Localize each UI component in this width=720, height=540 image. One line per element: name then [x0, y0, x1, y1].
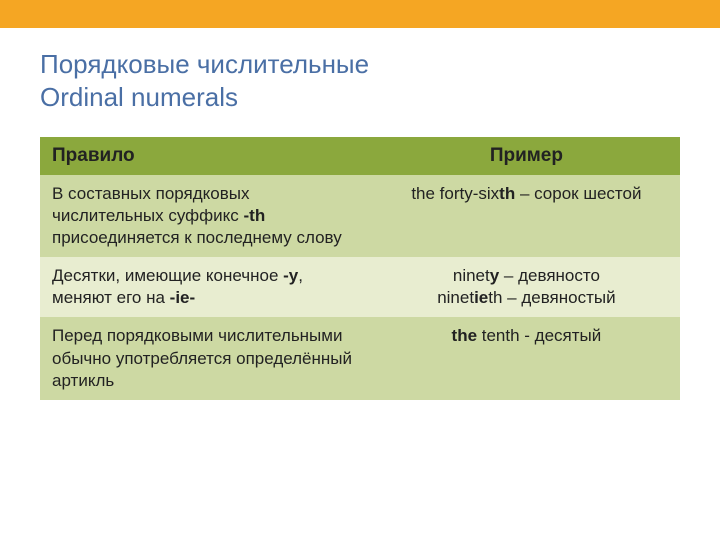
example-text-bold: y	[490, 266, 499, 285]
title-area: Порядковые числительные Ordinal numerals	[0, 28, 720, 137]
rule-cell: В составных порядковых числительных суфф…	[40, 175, 373, 257]
example-text-bold: th	[499, 184, 515, 203]
rule-text-bold: -th	[244, 206, 266, 225]
col-header-rule: Правило	[40, 137, 373, 175]
example-text-post: – сорок шестой	[515, 184, 641, 203]
rule-text-post: присоединяется к последнему слову	[52, 228, 342, 247]
rule-text-pre: Перед порядковыми числительными обычно у…	[52, 326, 352, 389]
col-header-example: Пример	[373, 137, 680, 175]
table-header-row: Правило Пример	[40, 137, 680, 175]
rules-table: Правило Пример В составных порядковых чи…	[40, 137, 680, 400]
slide-top-bar	[0, 0, 720, 28]
rule-text-pre: Десятки, имеющие конечное	[52, 266, 283, 285]
rule-text-pre: В составных порядковых числительных суфф…	[52, 184, 250, 225]
example-text-bold: the	[452, 326, 478, 345]
rule-cell: Перед порядковыми числительными обычно у…	[40, 317, 373, 399]
rule-text-bold2: -ie-	[170, 288, 196, 307]
title-line-2: Ordinal numerals	[40, 81, 680, 114]
example2-text-post: th – девяностый	[488, 288, 615, 307]
rule-cell: Десятки, имеющие конечное -y, меняют его…	[40, 257, 373, 317]
example-text-pre: ninet	[453, 266, 490, 285]
example-cell: ninety – девяносто ninetieth – девяносты…	[373, 257, 680, 317]
example-text-post: – девяносто	[499, 266, 600, 285]
example-text-post: tenth - десятый	[477, 326, 601, 345]
example-cell: the tenth - десятый	[373, 317, 680, 399]
example2-text-pre: ninet	[437, 288, 474, 307]
table-row: Перед порядковыми числительными обычно у…	[40, 317, 680, 399]
example2-text-bold: ie	[474, 288, 488, 307]
example-text-pre: the forty-six	[411, 184, 499, 203]
table-container: Правило Пример В составных порядковых чи…	[0, 137, 720, 400]
title-line-1: Порядковые числительные	[40, 48, 680, 81]
table-row: В составных порядковых числительных суфф…	[40, 175, 680, 257]
rule-text-bold: -y	[283, 266, 298, 285]
example-cell: the forty-sixth – сорок шестой	[373, 175, 680, 257]
table-row: Десятки, имеющие конечное -y, меняют его…	[40, 257, 680, 317]
